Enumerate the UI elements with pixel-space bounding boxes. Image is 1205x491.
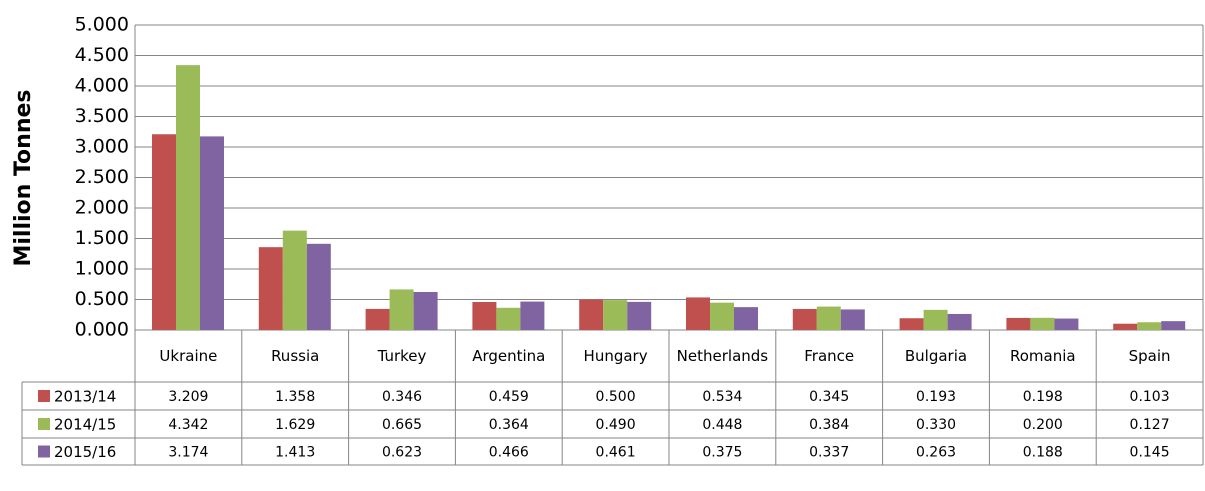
data-label: 0.461	[596, 445, 636, 461]
bar	[176, 65, 200, 330]
bar	[627, 301, 652, 330]
legend-label: 2014/15	[54, 416, 116, 434]
legend-key	[38, 445, 50, 458]
data-label: 0.459	[489, 389, 529, 405]
data-label: 0.263	[916, 445, 956, 461]
y-tick-label: 1.500	[75, 227, 129, 249]
y-tick-label: 4.500	[75, 44, 129, 66]
bar	[389, 289, 414, 330]
data-label: 3.209	[168, 389, 208, 405]
bar	[603, 300, 628, 330]
bar	[816, 306, 841, 330]
y-tick-label: 5.000	[75, 14, 129, 36]
bar	[1054, 318, 1079, 330]
y-tick-label: 0.500	[75, 288, 129, 310]
data-label: 0.448	[702, 417, 742, 433]
data-label: 0.346	[382, 389, 422, 405]
legend-label: 2013/14	[54, 388, 116, 406]
bar	[840, 309, 865, 330]
data-label: 0.623	[382, 445, 422, 461]
y-tick-label: 3.500	[75, 105, 129, 127]
bar	[710, 302, 734, 330]
data-label: 0.127	[1130, 417, 1170, 433]
bar	[258, 247, 283, 330]
data-label: 0.145	[1130, 445, 1170, 461]
bar	[200, 136, 224, 330]
x-tick-label: Netherlands	[676, 347, 769, 365]
y-tick-label: 3.000	[75, 136, 129, 158]
data-label: 0.200	[1023, 417, 1063, 433]
data-label: 0.466	[489, 445, 529, 461]
legend-key	[38, 390, 50, 402]
y-tick-label: 1.000	[75, 258, 129, 280]
bar	[947, 313, 972, 330]
data-label: 1.629	[275, 417, 315, 433]
x-tick-label: Ukraine	[159, 347, 218, 365]
bar	[1006, 317, 1031, 330]
data-label: 0.337	[809, 445, 849, 461]
bar	[686, 297, 710, 330]
bar	[1030, 317, 1055, 330]
bar	[579, 299, 604, 330]
y-tick-label: 4.000	[75, 75, 129, 97]
data-label: 0.534	[702, 389, 742, 405]
y-tick-label: 0.000	[75, 319, 129, 341]
data-label: 0.665	[382, 417, 422, 433]
legend-label: 2015/16	[54, 443, 116, 461]
data-label: 0.490	[596, 417, 636, 433]
y-tick-label: 2.000	[75, 197, 129, 219]
bar	[1161, 321, 1186, 330]
data-label: 0.330	[916, 417, 956, 433]
bar	[520, 301, 545, 330]
bar	[472, 302, 497, 330]
bar	[734, 307, 758, 330]
bar	[306, 243, 331, 330]
bar	[923, 309, 948, 330]
x-tick-label: France	[804, 347, 855, 365]
legend-key	[38, 418, 50, 430]
data-label: 1.358	[275, 389, 315, 405]
data-label: 0.375	[702, 445, 742, 461]
data-label: 0.500	[596, 389, 636, 405]
data-label: 0.188	[1023, 445, 1063, 461]
bar	[792, 308, 817, 330]
x-tick-label: Turkey	[377, 347, 427, 365]
data-label: 0.198	[1023, 389, 1063, 405]
x-tick-label: Hungary	[583, 347, 648, 365]
y-axis-label: Million Tonnes	[11, 89, 36, 266]
data-label: 0.103	[1130, 389, 1170, 405]
bar	[1137, 322, 1162, 330]
data-label: 0.384	[809, 417, 849, 433]
bar	[365, 308, 390, 330]
data-label: 0.364	[489, 417, 529, 433]
bar	[496, 307, 521, 330]
x-tick-label: Argentina	[472, 347, 546, 365]
x-tick-label: Russia	[271, 347, 320, 365]
x-tick-label: Spain	[1128, 347, 1171, 365]
data-label: 4.342	[168, 417, 208, 433]
bar	[413, 291, 438, 330]
data-label: 1.413	[275, 445, 315, 461]
data-label: 3.174	[168, 445, 208, 461]
bar	[152, 134, 176, 330]
bar	[1113, 323, 1138, 330]
bar	[282, 230, 307, 330]
bar	[899, 318, 924, 330]
y-tick-label: 2.500	[75, 166, 129, 188]
data-label: 0.345	[809, 389, 849, 405]
data-label: 0.193	[916, 389, 956, 405]
x-tick-label: Bulgaria	[904, 347, 968, 365]
x-tick-label: Romania	[1009, 347, 1076, 365]
